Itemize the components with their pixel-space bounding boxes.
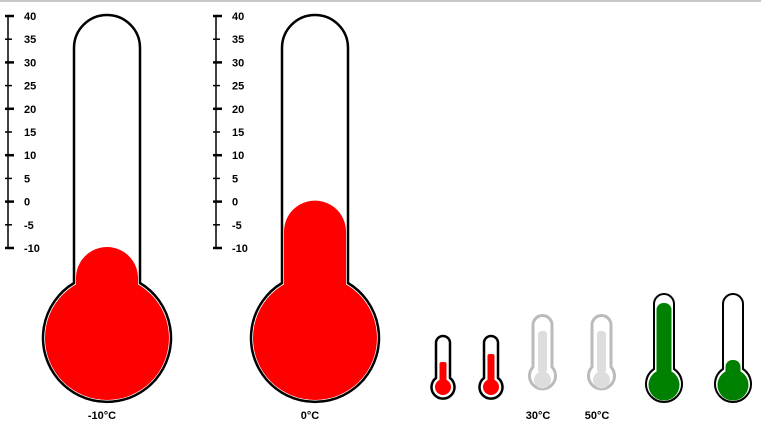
scale-tick-label: 0 [232,197,238,209]
mercury-bulb [648,369,680,401]
thermometer-caption: 50°C [585,410,610,422]
mercury-column [538,331,547,373]
scale-tick-label: 25 [24,81,36,93]
mercury-bulb [717,369,749,401]
small-thermometer-1 [430,334,456,400]
scale-tick-label: -10 [232,243,248,255]
scale-tick-label: 30 [24,57,36,69]
mercury-column [487,354,495,384]
scale-tick-label: 0 [24,197,30,209]
scale-tick-label: -10 [24,243,40,255]
scale-tick-label: 35 [232,34,244,46]
scale-tick-label: 5 [232,173,238,185]
small-thermometer-6 [714,293,752,403]
scale-tick-label: -5 [232,220,242,232]
scale-tick-label: 15 [24,127,36,139]
mercury-cap [284,200,346,263]
temperature-scale-2: 40 35 30 25 20 15 10 5 0 -5 -10 [213,11,248,255]
temperature-scale-1: 40 35 30 25 20 15 10 5 0 -5 -10 [5,11,40,255]
scale-tick-label: 40 [24,11,36,23]
scale-tick-label: 25 [232,81,244,93]
top-border [0,0,761,2]
small-thermometer-5 [645,293,683,403]
small-thermometer-2 [478,334,504,400]
small-thermometer-3: 30°C [526,314,557,422]
scale-tick-label: 40 [232,11,244,23]
scale-tick-label: 10 [232,150,244,162]
mercury-column [597,331,606,373]
scale-tick-label: 5 [24,173,30,185]
mercury-bulb [45,276,169,400]
scale-tick-label: 30 [232,57,244,69]
mercury-bulb [253,276,377,400]
thermometer-caption: 0°C [301,410,320,422]
scale-tick-label: 10 [24,150,36,162]
scale-tick-label: 35 [24,34,36,46]
mercury-bulb [435,379,451,395]
mercury-bulb [593,371,610,389]
small-thermometer-4: 50°C [585,314,616,422]
scale-tick-label: 20 [24,104,36,116]
large-thermometer-2: 0°C [249,13,381,422]
large-thermometer-1: -10°C [41,13,173,422]
scale-tick-label: -5 [24,220,34,232]
mercury-column [656,303,672,377]
mercury-bulb [534,371,551,389]
mercury-bulb [483,379,499,395]
thermometer-caption: 30°C [526,410,551,422]
mercury-column [439,362,447,384]
scale-tick-label: 20 [232,104,244,116]
scale-tick-label: 15 [232,127,244,139]
thermometer-caption: -10°C [88,410,116,422]
